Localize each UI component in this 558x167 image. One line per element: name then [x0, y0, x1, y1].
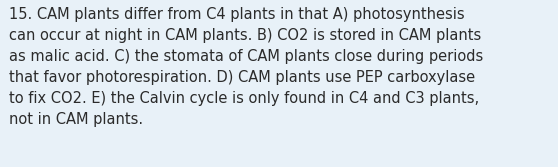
Text: 15. CAM plants differ from C4 plants in that A) photosynthesis
can occur at nigh: 15. CAM plants differ from C4 plants in … — [9, 7, 483, 127]
